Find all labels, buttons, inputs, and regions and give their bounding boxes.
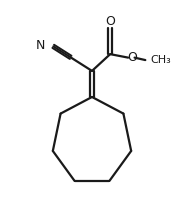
Text: O: O bbox=[127, 51, 137, 64]
Text: N: N bbox=[36, 39, 45, 52]
Text: O: O bbox=[105, 15, 115, 28]
Text: CH₃: CH₃ bbox=[150, 55, 171, 65]
